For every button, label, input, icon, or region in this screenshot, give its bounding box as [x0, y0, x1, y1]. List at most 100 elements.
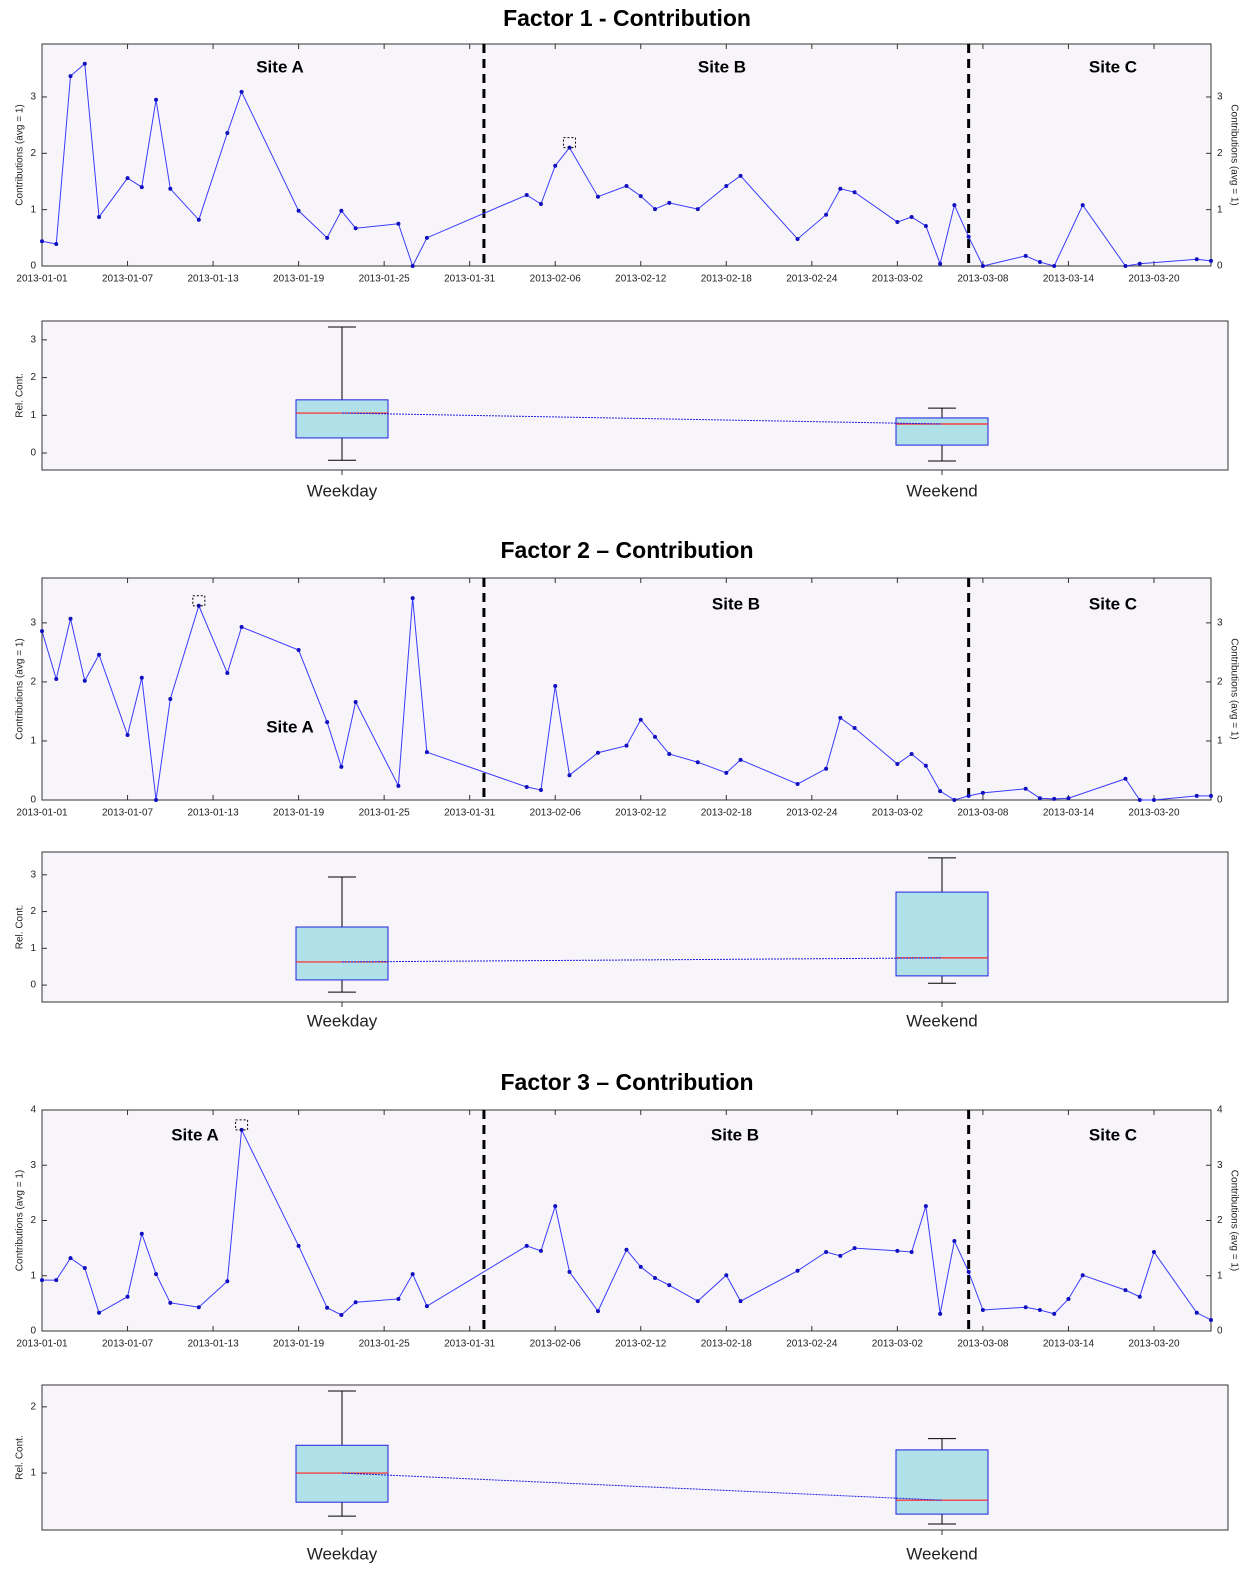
data-point	[296, 208, 301, 213]
x-tick-label: 2013-02-18	[701, 274, 753, 285]
data-point	[1194, 257, 1199, 262]
site-label: Site C	[1089, 57, 1137, 76]
selected-point	[192, 595, 206, 607]
data-point	[1209, 1317, 1213, 1322]
y-tick-label: 3	[30, 869, 36, 880]
y2-tick-label: 4	[1217, 1105, 1223, 1116]
data-point	[724, 770, 729, 775]
x-category-label: Weekday	[307, 1011, 378, 1030]
data-point	[1037, 260, 1042, 265]
chart-title: Factor 3 – Contribution	[501, 1069, 754, 1095]
box	[295, 399, 389, 439]
plot-area	[41, 851, 1229, 1003]
data-point	[410, 264, 415, 268]
data-point	[97, 214, 102, 219]
y-axis-label: Contributions (avg = 1)	[15, 104, 26, 205]
y-tick-label: 0	[30, 980, 36, 991]
data-point	[68, 616, 73, 621]
data-point	[838, 186, 843, 191]
x-tick-label: 2013-01-13	[187, 808, 239, 819]
data-point	[795, 1268, 800, 1273]
data-point	[139, 185, 144, 190]
y-axis-label: Contributions (avg = 1)	[15, 1170, 26, 1271]
x-tick-label: 2013-03-14	[1043, 1339, 1095, 1350]
data-point	[895, 220, 900, 225]
median-trend	[341, 412, 943, 425]
y2-tick-label: 3	[1217, 1160, 1223, 1171]
x-tick-label: 2013-01-19	[273, 808, 325, 819]
x-tick-label: 2013-01-07	[102, 1339, 154, 1350]
data-point	[339, 208, 344, 213]
data-point	[68, 1256, 73, 1261]
x-tick-label: 2013-01-01	[16, 274, 68, 285]
data-point	[82, 61, 87, 66]
data-point	[1037, 796, 1042, 801]
data-point	[1066, 796, 1071, 801]
data-point	[824, 766, 829, 771]
data-point	[1123, 1288, 1128, 1293]
data-point	[296, 648, 301, 653]
data-point	[1194, 793, 1199, 798]
site-label: Site A	[256, 57, 304, 76]
x-tick-label: 2013-02-24	[786, 274, 838, 285]
series-line	[41, 62, 1212, 268]
data-point	[225, 131, 230, 136]
y-tick-label: 1	[30, 1468, 36, 1479]
data-point	[396, 221, 401, 226]
data-point	[838, 1253, 843, 1258]
x-tick-label: 2013-03-20	[1128, 1339, 1180, 1350]
data-point	[824, 1249, 829, 1254]
y-tick-label: 2	[30, 677, 36, 688]
x-tick-label: 2013-01-13	[187, 274, 239, 285]
data-point	[852, 190, 857, 195]
y-tick-label: 3	[30, 92, 36, 103]
data-point	[424, 750, 429, 755]
data-point	[54, 676, 59, 681]
data-point	[524, 1243, 529, 1248]
data-point	[125, 176, 130, 181]
data-point	[667, 751, 672, 756]
x-category-label: Weekday	[307, 1544, 378, 1563]
x-tick-label: 2013-03-14	[1043, 274, 1095, 285]
x-tick-label: 2013-03-20	[1128, 274, 1180, 285]
x-tick-label: 2013-01-31	[444, 808, 496, 819]
data-point	[738, 1299, 743, 1304]
data-point	[225, 671, 230, 676]
data-point	[139, 675, 144, 680]
data-point	[54, 1278, 59, 1283]
data-point	[966, 1269, 971, 1274]
y-tick-label: 2	[30, 148, 36, 159]
data-point	[239, 89, 244, 94]
x-tick-label: 2013-03-08	[957, 1339, 1009, 1350]
y2-tick-label: 0	[1217, 261, 1223, 272]
x-tick-label: 2013-02-06	[530, 1339, 582, 1350]
selected-point	[235, 1119, 249, 1131]
data-point	[653, 734, 658, 739]
data-point	[595, 750, 600, 755]
chart-title: Factor 2 – Contribution	[501, 537, 754, 563]
data-point	[1209, 258, 1213, 263]
data-point	[296, 1243, 301, 1248]
data-point	[624, 183, 629, 188]
median-trend	[341, 957, 943, 963]
x-tick-label: 2013-03-08	[957, 808, 1009, 819]
data-point	[1137, 1294, 1142, 1299]
data-point	[125, 733, 130, 738]
data-point	[1137, 261, 1142, 266]
y-axis-label: Rel. Cont.	[15, 905, 26, 949]
y-tick-label: 1	[30, 410, 36, 421]
data-point	[125, 1294, 130, 1299]
data-point	[168, 697, 173, 702]
data-point	[567, 773, 572, 778]
data-point	[695, 760, 700, 765]
data-point	[909, 1249, 914, 1254]
data-point	[695, 207, 700, 212]
plot-area	[41, 43, 1212, 267]
data-point	[938, 1311, 943, 1316]
data-point	[325, 720, 330, 725]
x-tick-label: 2013-02-24	[786, 1339, 838, 1350]
data-point	[638, 717, 643, 722]
data-point	[168, 1300, 173, 1305]
data-point	[638, 1264, 643, 1269]
data-point	[952, 1238, 957, 1243]
